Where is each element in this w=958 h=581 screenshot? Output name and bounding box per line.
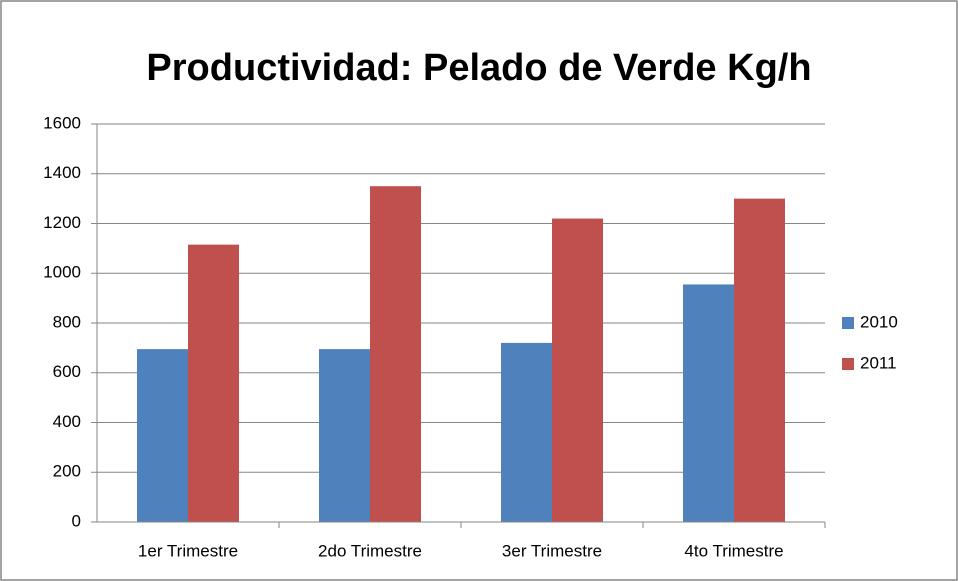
bar xyxy=(319,349,370,522)
bar xyxy=(501,342,552,522)
y-tick-label: 0 xyxy=(72,511,81,530)
y-tick-label: 1600 xyxy=(43,113,81,132)
bar xyxy=(552,218,603,522)
y-tick-label: 600 xyxy=(53,362,81,381)
legend-label: 2010 xyxy=(860,312,898,331)
x-tick-label: 2do Trimestre xyxy=(318,541,422,560)
legend-label: 2011 xyxy=(860,353,897,372)
chart-title: Productividad: Pelado de Verde Kg/h xyxy=(146,47,811,89)
bar xyxy=(370,186,421,522)
bar xyxy=(188,244,239,523)
y-tick-label: 1000 xyxy=(43,263,81,282)
bar xyxy=(683,284,734,522)
x-tick-label: 4to Trimestre xyxy=(684,541,783,560)
x-tick-label: 1er Trimestre xyxy=(138,541,238,560)
x-tick-label: 3er Trimestre xyxy=(502,541,602,560)
y-tick-label: 400 xyxy=(53,412,81,431)
y-tick-label: 200 xyxy=(53,462,81,481)
bar xyxy=(734,198,785,522)
bar xyxy=(137,349,188,522)
y-tick-label: 1400 xyxy=(43,163,81,182)
legend-swatch xyxy=(842,358,854,370)
y-tick-label: 1200 xyxy=(43,213,81,232)
legend-swatch xyxy=(842,317,854,329)
y-tick-label: 800 xyxy=(53,312,81,331)
